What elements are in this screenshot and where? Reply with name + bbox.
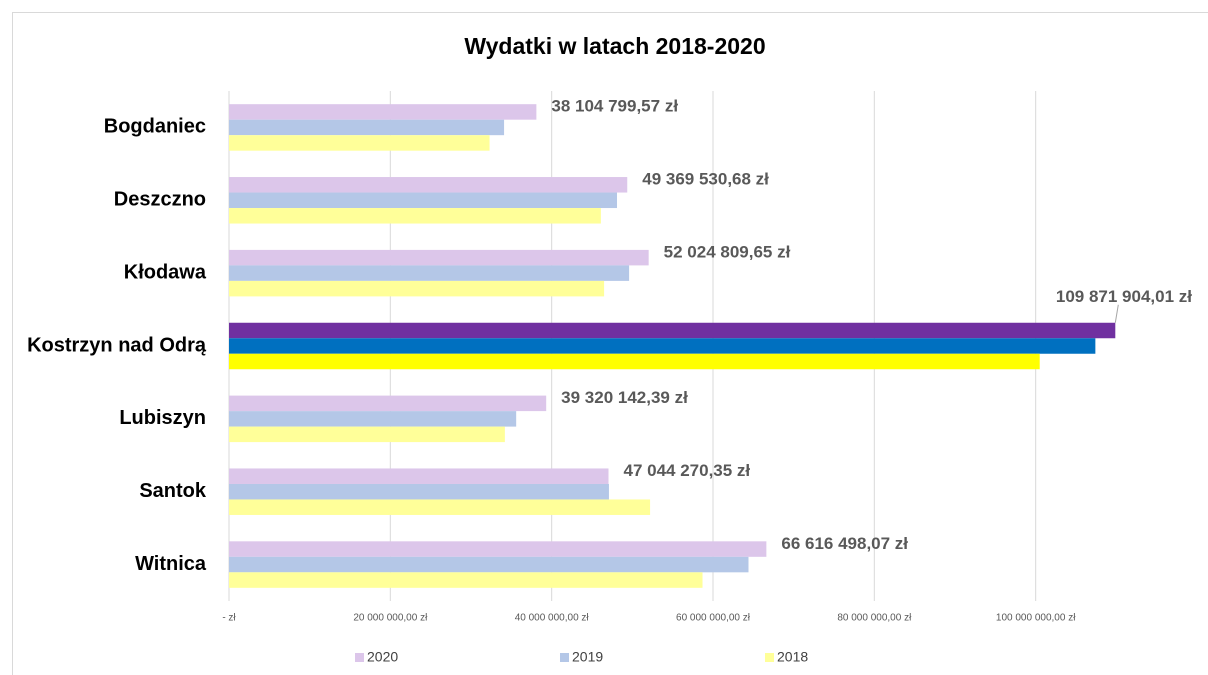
legend-label: 2018	[777, 649, 808, 665]
bar	[229, 468, 609, 484]
x-tick-label: 80 000 000,00 zł	[837, 613, 912, 624]
legend-swatch	[355, 653, 364, 662]
bar	[229, 119, 505, 136]
bar	[229, 104, 537, 120]
x-tick-label: 20 000 000,00 zł	[353, 613, 428, 624]
bar	[229, 177, 628, 193]
x-tick-label: 40 000 000,00 zł	[515, 613, 590, 624]
value-label: 39 320 142,39 zł	[561, 388, 688, 407]
bar	[229, 499, 651, 515]
bar	[229, 280, 605, 297]
leader-line	[1114, 304, 1119, 323]
legend-label: 2019	[572, 649, 603, 665]
value-label: 38 104 799,57 zł	[551, 97, 678, 116]
value-label: 109 871 904,01 zł	[1056, 287, 1192, 306]
bar	[229, 411, 517, 427]
bar	[229, 322, 1116, 339]
bar	[229, 265, 630, 281]
bar	[229, 353, 1040, 370]
category-label: Kostrzyn nad Odrą	[27, 334, 207, 356]
bar	[229, 541, 767, 557]
value-label: 52 024 809,65 zł	[664, 242, 791, 261]
bar	[229, 572, 703, 588]
category-label: Lubiszyn	[119, 407, 206, 429]
value-label: 47 044 270,35 zł	[623, 461, 750, 480]
legend-swatch	[765, 653, 774, 662]
x-tick-label: 60 000 000,00 zł	[676, 613, 751, 624]
x-tick-label: - zł	[222, 613, 236, 624]
category-label: Kłodawa	[124, 261, 207, 283]
bar	[229, 556, 749, 573]
x-tick-label: 100 000 000,00 zł	[996, 613, 1076, 624]
bar	[229, 483, 609, 500]
bar	[229, 192, 618, 209]
bar	[229, 135, 490, 151]
bar	[229, 395, 547, 412]
legend-swatch	[560, 653, 569, 662]
bar	[229, 426, 505, 443]
bar	[229, 249, 649, 266]
category-label: Santok	[139, 480, 207, 502]
bar	[229, 208, 601, 224]
chart-title: Wydatki w latach 2018-2020	[464, 33, 765, 59]
category-label: Witnica	[135, 553, 207, 575]
value-label: 66 616 498,07 zł	[781, 534, 908, 553]
value-label: 49 369 530,68 zł	[642, 170, 769, 189]
bar	[229, 338, 1096, 354]
category-label: Deszczno	[114, 189, 206, 211]
category-label: Bogdaniec	[104, 116, 206, 138]
legend-label: 2020	[367, 649, 398, 665]
